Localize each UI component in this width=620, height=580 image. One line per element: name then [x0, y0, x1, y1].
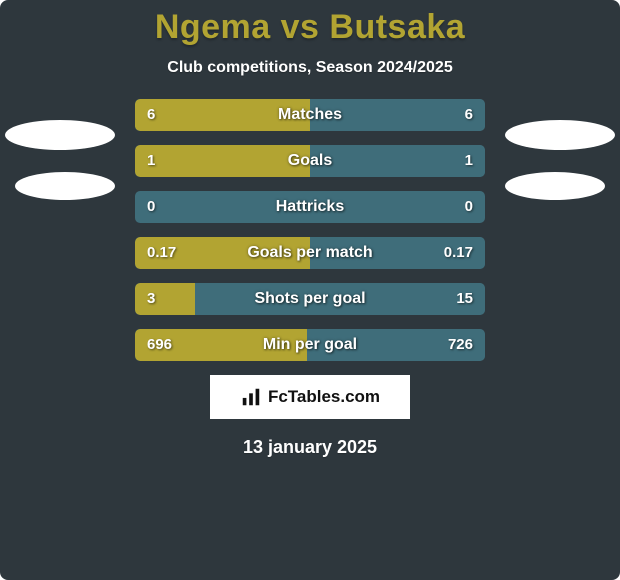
- brand-box[interactable]: FcTables.com: [210, 375, 410, 419]
- stat-row: 0.170.17Goals per match: [135, 237, 485, 269]
- stat-label: Goals per match: [135, 237, 485, 269]
- stat-row: 66Matches: [135, 99, 485, 131]
- brand-text: FcTables.com: [268, 387, 380, 407]
- player2-badge-top: [505, 120, 615, 150]
- stat-row: 00Hattricks: [135, 191, 485, 223]
- player2-badge-bottom: [505, 172, 605, 200]
- stat-row: 11Goals: [135, 145, 485, 177]
- stat-label: Shots per goal: [135, 283, 485, 315]
- subtitle: Club competitions, Season 2024/2025: [0, 59, 620, 77]
- stat-label: Min per goal: [135, 329, 485, 361]
- stats-bars: 66Matches 11Goals 00Hattricks 0.170.17Goals…: [135, 99, 485, 361]
- bar-chart-icon: [240, 386, 262, 408]
- date-label: 13 january 2025: [0, 437, 620, 458]
- player1-badge-bottom: [15, 172, 115, 200]
- stat-row: 315Shots per goal: [135, 283, 485, 315]
- stat-label: Matches: [135, 99, 485, 131]
- stat-row: 696726Min per goal: [135, 329, 485, 361]
- stat-label: Goals: [135, 145, 485, 177]
- stat-label: Hattricks: [135, 191, 485, 223]
- comparison-card: Ngema vs Butsaka Club competitions, Seas…: [0, 0, 620, 580]
- player1-badge-top: [5, 120, 115, 150]
- page-title: Ngema vs Butsaka: [0, 8, 620, 47]
